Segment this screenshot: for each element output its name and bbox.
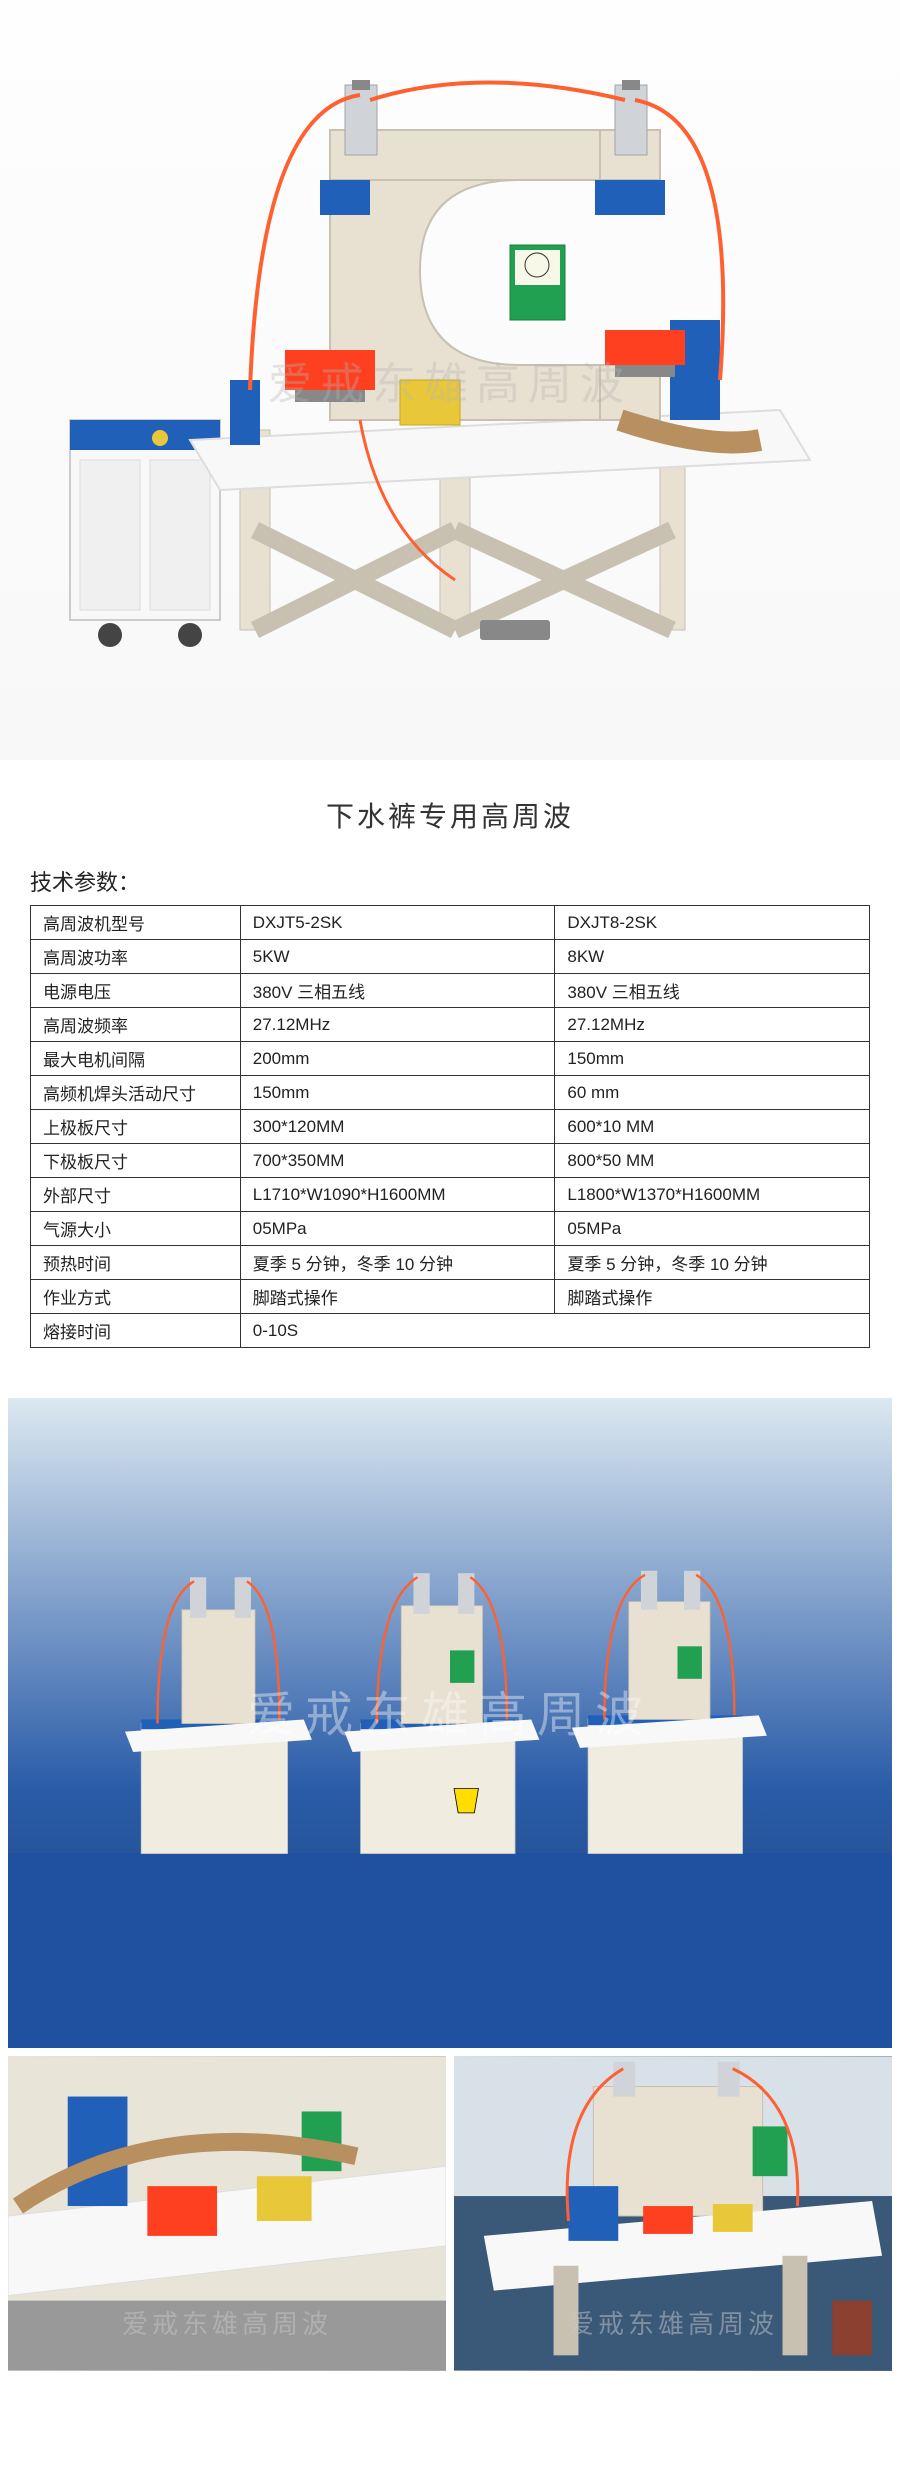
spec-value: 150mm — [555, 1042, 870, 1076]
spec-label: 预热时间 — [31, 1246, 241, 1280]
spec-label: 气源大小 — [31, 1212, 241, 1246]
spec-section: 技术参数： 高周波机型号DXJT5-2SKDXJT8-2SK高周波功率5KW8K… — [0, 865, 900, 1378]
detail-watermark-2: 爱戒东雄高周波 — [568, 2304, 778, 2341]
detail-photo-1: 爱戒东雄高周波 — [8, 2056, 446, 2371]
spec-value: 脚踏式操作 — [240, 1280, 555, 1314]
small-photos-row: 爱戒东雄高周波 爱戒东雄高周波 — [8, 2056, 892, 2371]
spec-value: 150mm — [240, 1076, 555, 1110]
spec-value: 8KW — [555, 940, 870, 974]
spec-value: 05MPa — [555, 1212, 870, 1246]
spec-value: 300*120MM — [240, 1110, 555, 1144]
spec-label: 高频机焊头活动尺寸 — [31, 1076, 241, 1110]
spec-value: 5KW — [240, 940, 555, 974]
spec-value: 800*50 MM — [555, 1144, 870, 1178]
spec-label: 最大电机间隔 — [31, 1042, 241, 1076]
spec-label: 电源电压 — [31, 974, 241, 1008]
spec-label: 高周波机型号 — [31, 906, 241, 940]
product-title: 下水裤专用高周波 — [0, 760, 900, 865]
spec-label: 熔接时间 — [31, 1314, 241, 1348]
spec-value: 0-10S — [240, 1314, 869, 1348]
spec-value: 380V 三相五线 — [555, 974, 870, 1008]
spec-row: 下极板尺寸700*350MM800*50 MM — [31, 1144, 870, 1178]
main-watermark: 爱戒东雄高周波 — [268, 348, 632, 412]
spec-value: DXJT5-2SK — [240, 906, 555, 940]
spec-value: L1710*W1090*H1600MM — [240, 1178, 555, 1212]
spec-label: 作业方式 — [31, 1280, 241, 1314]
spec-row: 作业方式脚踏式操作脚踏式操作 — [31, 1280, 870, 1314]
spec-value: 700*350MM — [240, 1144, 555, 1178]
spec-header: 技术参数： — [30, 865, 870, 897]
spec-value: 脚踏式操作 — [555, 1280, 870, 1314]
spec-row: 预热时间夏季 5 分钟，冬季 10 分钟夏季 5 分钟，冬季 10 分钟 — [31, 1246, 870, 1280]
spec-row: 电源电压380V 三相五线380V 三相五线 — [31, 974, 870, 1008]
spec-label: 高周波频率 — [31, 1008, 241, 1042]
detail-watermark-1: 爱戒东雄高周波 — [122, 2304, 332, 2341]
spec-row: 高周波频率27.12MHz27.12MHz — [31, 1008, 870, 1042]
spec-row: 高频机焊头活动尺寸150mm60 mm — [31, 1076, 870, 1110]
spec-value: L1800*W1370*H1600MM — [555, 1178, 870, 1212]
spec-value: 05MPa — [240, 1212, 555, 1246]
spec-value: 600*10 MM — [555, 1110, 870, 1144]
spec-table: 高周波机型号DXJT5-2SKDXJT8-2SK高周波功率5KW8KW电源电压3… — [30, 905, 870, 1348]
spec-value: 夏季 5 分钟，冬季 10 分钟 — [240, 1246, 555, 1280]
gallery: 爱戒东雄高周波 爱戒东雄高周波 — [0, 1378, 900, 2379]
spec-value: 60 mm — [555, 1076, 870, 1110]
spec-value: 夏季 5 分钟，冬季 10 分钟 — [555, 1246, 870, 1280]
spec-row: 上极板尺寸300*120MM600*10 MM — [31, 1110, 870, 1144]
factory-photo-large: 爱戒东雄高周波 — [8, 1398, 892, 2048]
spec-row: 最大电机间隔200mm150mm — [31, 1042, 870, 1076]
spec-label: 高周波功率 — [31, 940, 241, 974]
spec-row: 外部尺寸L1710*W1090*H1600MML1800*W1370*H1600… — [31, 1178, 870, 1212]
spec-value: 27.12MHz — [555, 1008, 870, 1042]
spec-value: 200mm — [240, 1042, 555, 1076]
detail-photo-2: 爱戒东雄高周波 — [454, 2056, 892, 2371]
main-product-image: 爱戒东雄高周波 — [0, 0, 900, 760]
spec-row: 气源大小05MPa05MPa — [31, 1212, 870, 1246]
spec-value: 27.12MHz — [240, 1008, 555, 1042]
gallery-watermark: 爱戒东雄高周波 — [247, 1675, 653, 1745]
spec-label: 下极板尺寸 — [31, 1144, 241, 1178]
spec-value: DXJT8-2SK — [555, 906, 870, 940]
spec-label: 外部尺寸 — [31, 1178, 241, 1212]
spec-label: 上极板尺寸 — [31, 1110, 241, 1144]
machine-illustration: 爱戒东雄高周波 — [60, 80, 840, 680]
spec-row: 熔接时间0-10S — [31, 1314, 870, 1348]
spec-row: 高周波机型号DXJT5-2SKDXJT8-2SK — [31, 906, 870, 940]
spec-row: 高周波功率5KW8KW — [31, 940, 870, 974]
spec-value: 380V 三相五线 — [240, 974, 555, 1008]
